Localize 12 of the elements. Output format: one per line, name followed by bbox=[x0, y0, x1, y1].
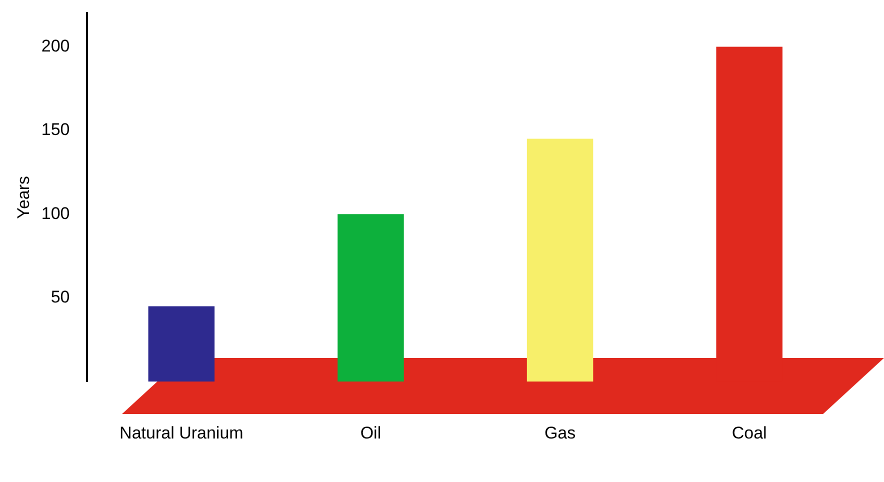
y-tick-label: 50 bbox=[50, 288, 70, 307]
x-tick-label: Oil bbox=[360, 423, 382, 442]
bar bbox=[338, 214, 404, 382]
y-axis-title: Years bbox=[14, 176, 33, 219]
bar bbox=[148, 306, 215, 382]
y-tick-label: 100 bbox=[41, 204, 70, 223]
x-tick-label: Gas bbox=[544, 423, 576, 442]
x-tick-label: Coal bbox=[732, 423, 767, 442]
x-tick-label: Natural Uranium bbox=[120, 423, 244, 442]
y-tick-label: 200 bbox=[41, 36, 70, 56]
y-tick-label: 150 bbox=[41, 120, 70, 140]
bar bbox=[526, 138, 594, 382]
